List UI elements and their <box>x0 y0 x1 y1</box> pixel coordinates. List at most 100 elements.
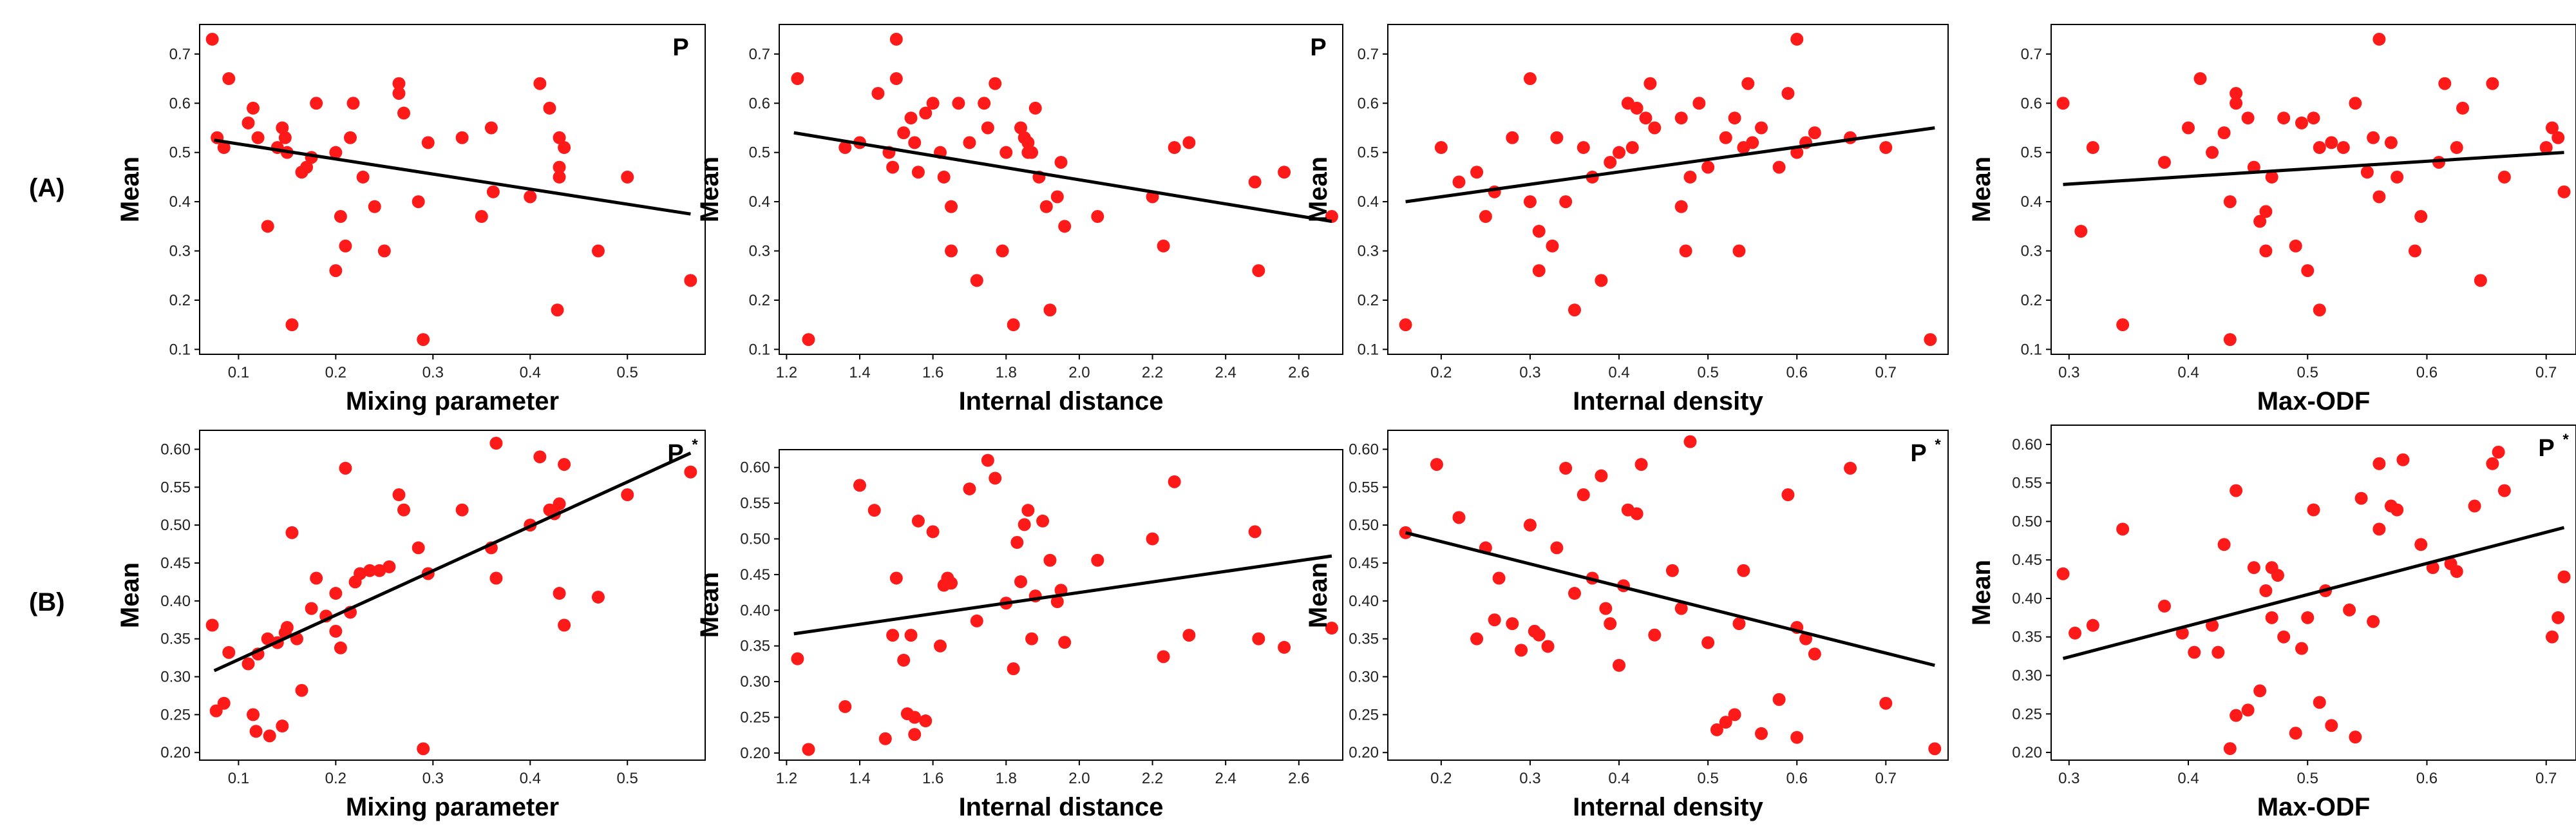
data-point <box>553 131 566 144</box>
data-point <box>1058 636 1072 649</box>
data-point <box>621 488 634 502</box>
data-point <box>1452 175 1466 189</box>
data-point <box>2206 146 2219 159</box>
x-tick-label: 1.8 <box>996 770 1017 787</box>
data-point <box>919 714 933 728</box>
y-tick-label: 0.4 <box>749 193 770 211</box>
data-point <box>2259 584 2273 598</box>
data-point <box>2188 645 2201 659</box>
data-point <box>1532 224 1546 238</box>
data-point <box>1577 141 1590 155</box>
x-tick-label: 2.4 <box>1215 364 1236 381</box>
data-point <box>1674 200 1688 213</box>
data-point <box>1643 77 1657 90</box>
x-tick-label: 0.4 <box>2177 770 2199 787</box>
data-point <box>926 97 940 110</box>
data-point <box>2217 538 2231 551</box>
significance-label: P <box>2538 435 2554 462</box>
regression-line <box>1405 126 1935 204</box>
data-point <box>1010 536 1024 549</box>
y-tick-label: 0.45 <box>740 566 770 584</box>
y-tick-label: 0.5 <box>169 144 191 162</box>
data-point <box>937 170 951 184</box>
x-tick-label: 1.4 <box>849 770 870 787</box>
data-point <box>1452 511 1466 524</box>
data-point <box>2313 303 2326 317</box>
data-point <box>475 210 488 224</box>
data-point <box>1470 166 1484 179</box>
data-point <box>1879 141 1893 155</box>
significance-superscript: * <box>2562 431 2569 448</box>
data-point <box>1470 632 1484 645</box>
data-point <box>1014 575 1027 588</box>
data-point <box>295 683 308 697</box>
data-point <box>1630 507 1643 521</box>
data-point <box>1488 613 1501 627</box>
data-point <box>2230 709 2243 722</box>
x-tick-label: 0.6 <box>2416 364 2438 381</box>
data-point <box>1577 488 1590 502</box>
data-point <box>1091 553 1104 567</box>
data-point <box>2391 170 2404 184</box>
y-tick-label: 0.35 <box>2012 629 2042 646</box>
data-point <box>1479 210 1492 224</box>
data-point <box>1595 469 1608 482</box>
y-tick-label: 0.1 <box>2021 341 2042 358</box>
data-point <box>2295 116 2308 129</box>
data-point <box>1430 457 1443 471</box>
y-tick-label: 0.60 <box>2012 436 2042 454</box>
data-point <box>1625 141 1639 155</box>
data-point <box>2367 131 2380 144</box>
data-point <box>553 497 566 511</box>
data-point <box>2539 141 2553 155</box>
data-point <box>2230 484 2243 497</box>
data-point <box>412 541 425 555</box>
y-tick-label: 0.20 <box>2012 744 2042 761</box>
data-point <box>2426 561 2439 575</box>
data-point <box>1523 519 1537 532</box>
data-point <box>2230 97 2243 110</box>
data-point <box>285 526 299 539</box>
x-axis-title: Internal distance <box>959 793 1164 821</box>
data-point <box>2056 97 2070 110</box>
data-point <box>1007 662 1020 676</box>
x-tick-label: 0.7 <box>1875 770 1897 787</box>
axes-frame <box>1387 430 1949 761</box>
data-point <box>1879 696 1893 710</box>
data-point <box>247 101 260 115</box>
y-tick-label: 0.45 <box>160 555 191 572</box>
data-point <box>2301 611 2315 624</box>
data-point <box>1550 131 1564 144</box>
data-point <box>1036 514 1050 528</box>
x-axis-title: Internal density <box>1573 387 1763 416</box>
data-point <box>1399 318 1412 332</box>
data-point <box>908 728 922 741</box>
data-point <box>489 571 503 585</box>
data-point <box>2545 121 2559 135</box>
scatter-panel-1: 0.1 0.2 0.3 0.4 0.5 0.1 0.2 0.3 0.4 0.5 0.6 0.7 Mixi… <box>116 24 706 416</box>
y-tick-label: 0.50 <box>2012 513 2042 530</box>
regression-line <box>793 554 1332 636</box>
y-tick-label: 0.50 <box>1349 517 1379 534</box>
data-point <box>329 264 343 278</box>
x-tick-label: 0.5 <box>1697 770 1718 787</box>
data-point <box>343 131 357 144</box>
x-tick-label: 0.3 <box>1519 364 1540 381</box>
x-tick-label: 0.1 <box>228 364 249 381</box>
data-point <box>2486 457 2499 470</box>
y-tick-label: 0.30 <box>2012 667 2042 685</box>
data-point <box>889 571 903 585</box>
x-tick-label: 0.1 <box>228 770 249 787</box>
data-point <box>377 244 391 258</box>
data-point <box>2223 333 2237 347</box>
regression-line <box>2062 526 2565 660</box>
data-point <box>2307 111 2320 125</box>
data-point <box>1021 504 1035 517</box>
data-point <box>1639 111 1653 125</box>
y-tick-label: 0.60 <box>160 441 191 458</box>
data-point <box>329 587 343 600</box>
x-tick-label: 0.2 <box>1430 364 1452 381</box>
data-point <box>310 571 323 585</box>
data-point <box>963 136 976 149</box>
data-point <box>945 200 958 213</box>
